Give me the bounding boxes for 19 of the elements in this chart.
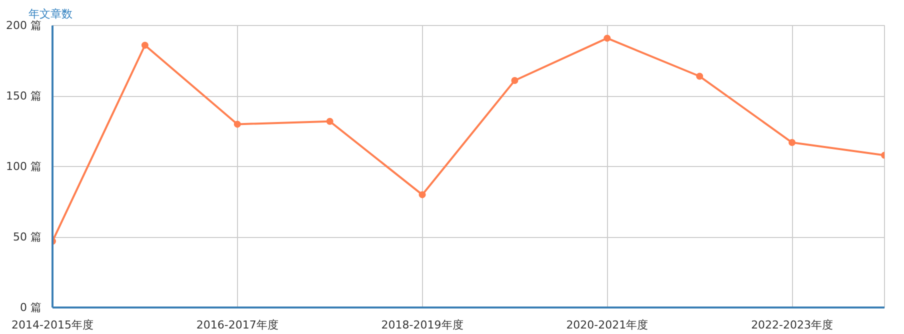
x-tick-label: 2020-2021年度 [566, 318, 648, 332]
x-tick-label: 2016-2017年度 [196, 318, 278, 332]
x-tick-label: 2018-2019年度 [381, 318, 464, 332]
point [326, 118, 334, 125]
point [696, 72, 704, 80]
point [234, 120, 241, 128]
y-tick-label: 0 篇 [20, 301, 42, 314]
y-tick-label: 150 篇 [6, 90, 42, 102]
point [604, 34, 611, 42]
y-tick-label: 100 篇 [6, 160, 42, 173]
point [418, 191, 426, 198]
point [141, 42, 148, 49]
y-tick-label: 50 篇 [13, 230, 42, 244]
x-tick-label: 2022-2023年度 [751, 318, 834, 332]
y-axis-title: 年文章数 [28, 8, 72, 20]
x-tick-label: 2014-2015年度 [12, 318, 94, 332]
y-tick-label: 200 篇 [6, 19, 42, 32]
point [511, 76, 518, 84]
point [788, 139, 796, 146]
